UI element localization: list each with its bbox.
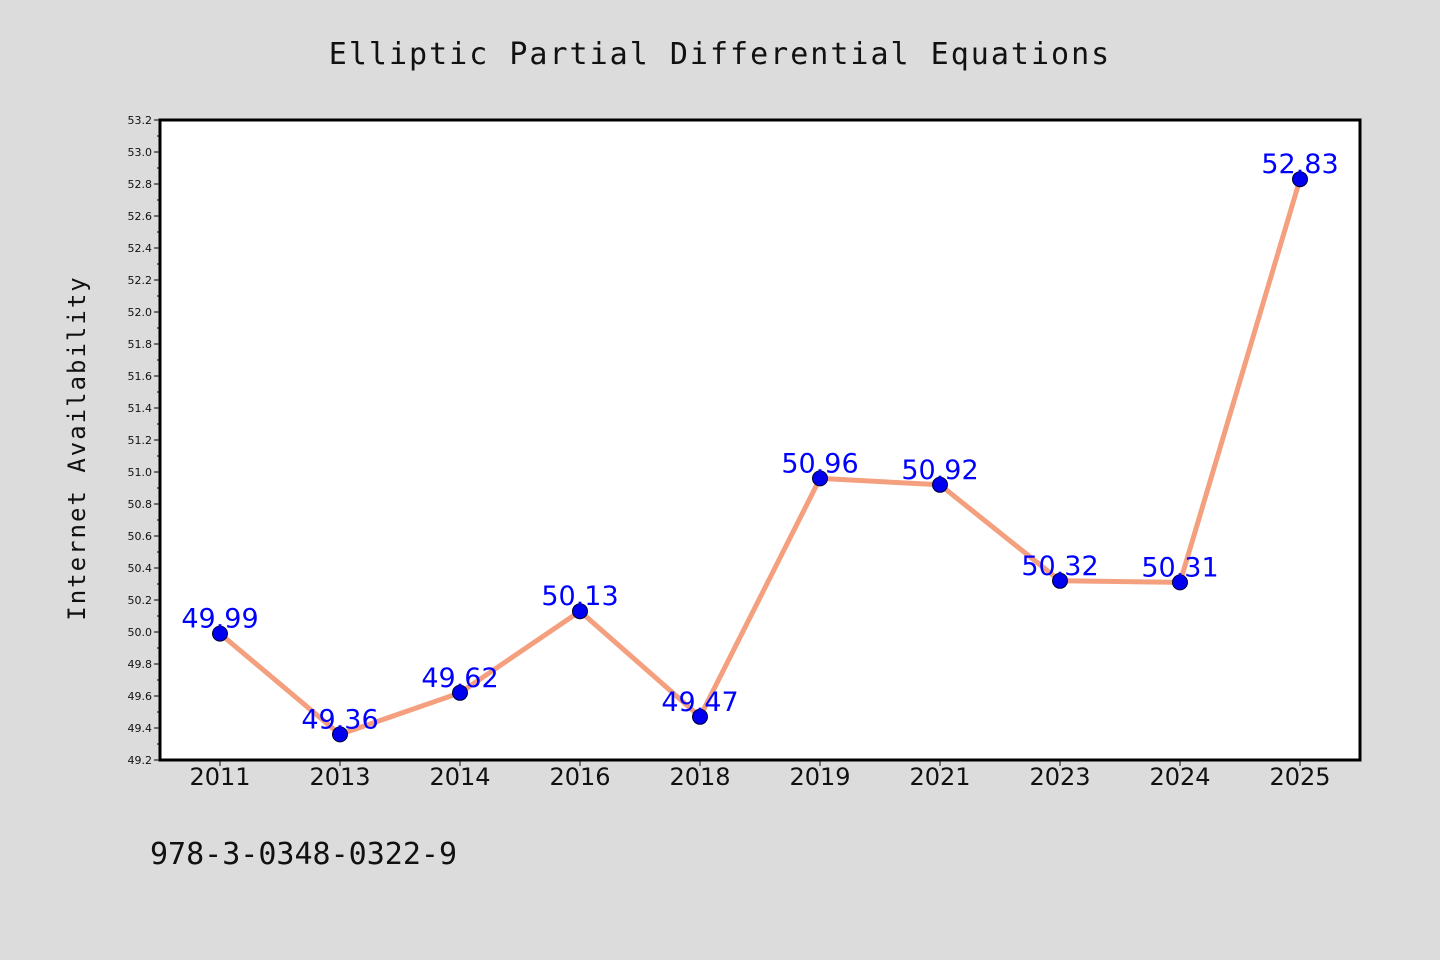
y-tick-label: 52.0 [128, 306, 153, 319]
series-line [218, 178, 1303, 737]
y-tick-label: 50.8 [128, 498, 153, 511]
y-axis-label: Internet Availability [63, 275, 91, 620]
data-label: 52.83 [1261, 149, 1338, 180]
y-tick-label: 51.8 [128, 338, 153, 351]
data-point [932, 476, 948, 493]
isbn-footer: 978-3-0348-0322-9 [150, 837, 457, 872]
x-tick-label: 2016 [549, 763, 610, 791]
data-point [1172, 574, 1188, 591]
y-tick-label: 51.6 [128, 370, 153, 383]
y-tick-label: 52.2 [128, 274, 153, 287]
data-label: 49.36 [301, 704, 378, 735]
y-tick-label: 50.0 [128, 626, 153, 639]
data-label: 50.13 [541, 581, 618, 612]
data-label: 50.32 [1021, 551, 1098, 582]
data-label: 49.99 [181, 604, 258, 635]
data-label: 49.62 [421, 663, 498, 694]
y-tick-label: 52.8 [128, 178, 153, 191]
y-axis-ticks: 49.2 49.4 49.6 49.8 50.0 50.2 50.4 50.6 50.8 51.0… [128, 114, 160, 767]
x-tick-label: 2025 [1269, 763, 1330, 791]
data-point [452, 684, 468, 701]
y-tick-label: 53.0 [128, 146, 153, 159]
x-tick-label: 2014 [429, 763, 490, 791]
data-point [572, 603, 588, 620]
plot-frame [158, 118, 1362, 762]
data-label: 49.47 [661, 687, 738, 718]
chart-title: Elliptic Partial Differential Equations [329, 37, 1111, 72]
data-label: 50.96 [781, 448, 858, 479]
x-tick-label: 2024 [1149, 763, 1210, 791]
y-tick-label: 49.8 [128, 658, 153, 671]
data-point [1052, 572, 1068, 589]
data-label: 50.31 [1141, 552, 1218, 583]
data-label: 50.92 [901, 455, 978, 486]
data-point [332, 726, 348, 743]
x-tick-label: 2013 [309, 763, 370, 791]
x-tick-label: 2023 [1029, 763, 1090, 791]
y-tick-label: 53.2 [128, 114, 153, 127]
y-tick-label: 52.6 [128, 210, 153, 223]
y-tick-label: 49.4 [128, 722, 153, 735]
y-tick-label: 52.4 [128, 242, 153, 255]
data-point [812, 470, 828, 487]
x-tick-label: 2019 [789, 763, 850, 791]
plot-area [160, 120, 1360, 760]
x-axis-ticks: 2011 2013 2014 2016 2018 2019 2021 2023 2024 2025 [189, 760, 1331, 791]
data-point [692, 708, 708, 725]
y-tick-label: 50.2 [128, 594, 153, 607]
data-point [212, 625, 228, 642]
x-tick-label: 2018 [669, 763, 730, 791]
y-tick-label: 51.0 [128, 466, 153, 479]
y-tick-label: 50.4 [128, 562, 153, 575]
x-tick-label: 2021 [909, 763, 970, 791]
data-series: 49.99 49.36 49.62 50.13 49.47 50.96 50.92 50.32… [181, 149, 1339, 743]
data-point [1292, 171, 1308, 188]
y-tick-label: 51.4 [128, 402, 153, 415]
y-tick-label: 49.2 [128, 754, 153, 767]
y-tick-label: 50.6 [128, 530, 153, 543]
y-tick-label: 49.6 [128, 690, 153, 703]
y-tick-label: 51.2 [128, 434, 153, 447]
x-tick-label: 2011 [189, 763, 250, 791]
